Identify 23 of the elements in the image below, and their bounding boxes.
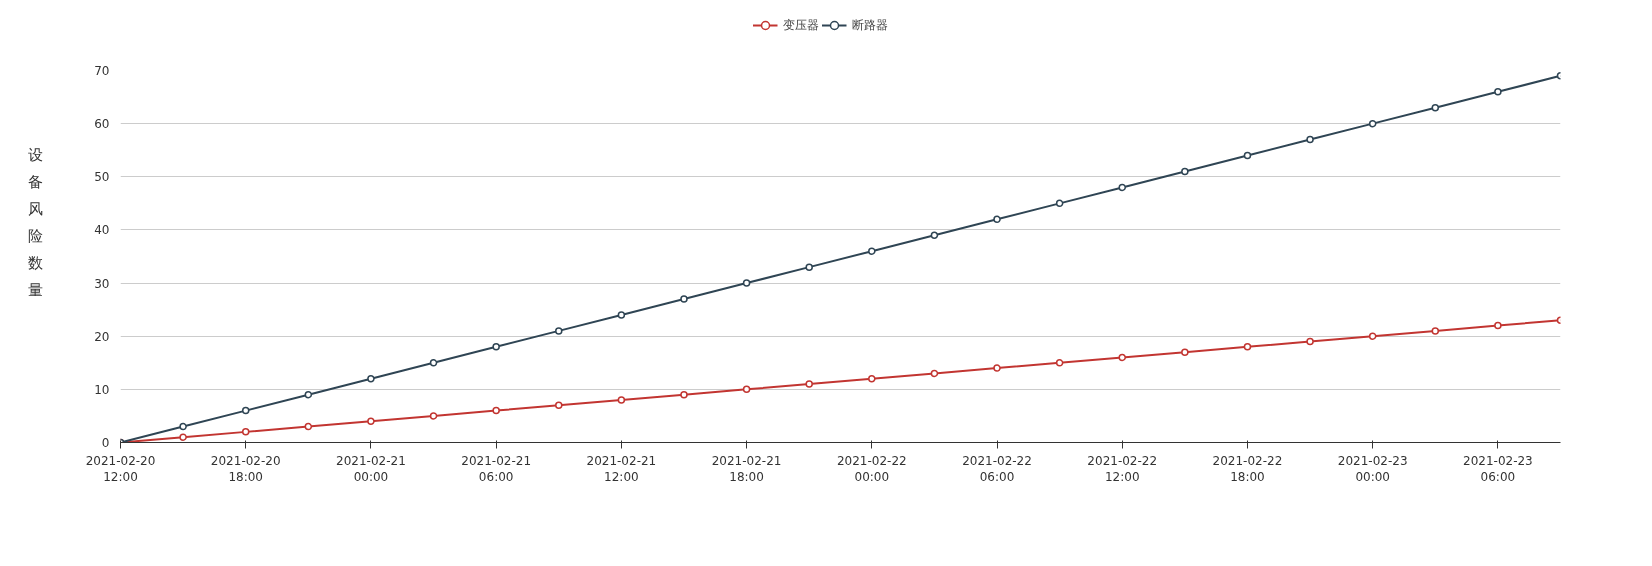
x-tick-label: 2021-02-22 18:00 xyxy=(1212,453,1283,485)
x-tick-label: 2021-02-21 06:00 xyxy=(461,453,532,485)
y-tick-label: 0 xyxy=(101,436,110,450)
x-tick-label: 2021-02-21 00:00 xyxy=(336,453,406,485)
x-tick-label: 2021-02-23 00:00 xyxy=(1337,453,1408,485)
y-tick-label: 60 xyxy=(94,117,110,132)
x-tick-label: 2021-02-20 12:00 xyxy=(85,453,156,485)
y-tick-label: 10 xyxy=(94,382,110,397)
y-tick-label: 50 xyxy=(94,170,110,185)
legend-label: 断路器 xyxy=(851,16,888,34)
x-tick-label: 2021-02-22 06:00 xyxy=(962,453,1032,485)
legend-label: 变压器 xyxy=(782,16,819,34)
y-tick-label: 30 xyxy=(94,276,110,291)
y-tick-label: 40 xyxy=(94,223,110,238)
x-tick-label: 2021-02-21 18:00 xyxy=(711,453,782,485)
y-axis-title: 设备风险数量 xyxy=(28,146,43,300)
x-tick-label: 2021-02-22 12:00 xyxy=(1087,453,1158,485)
y-tick-label: 70 xyxy=(94,64,110,78)
x-tick-label: 2021-02-21 12:00 xyxy=(586,453,657,485)
x-tick-label: 2021-02-23 06:00 xyxy=(1463,453,1533,485)
y-tick-label: 20 xyxy=(94,329,110,344)
x-tick-label: 2021-02-20 18:00 xyxy=(210,453,281,485)
x-tick-label: 2021-02-22 00:00 xyxy=(836,453,907,485)
